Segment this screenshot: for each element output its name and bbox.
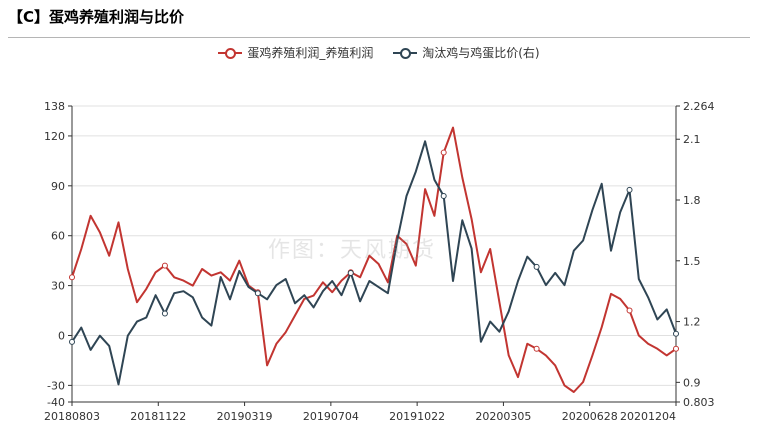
watermark: 作图：天风期货 [268, 238, 437, 263]
chart-legend[interactable]: 蛋鸡养殖利润_养殖利润 淘汰鸡与鸡蛋比价(右) [0, 44, 758, 62]
y-right-tick-label: 1.8 [683, 194, 701, 207]
y-left-tick-label: 60 [51, 230, 65, 243]
data-point-profit [673, 345, 679, 352]
y-right-tick-label: 0.9 [683, 376, 701, 389]
y-left-tick-label: -40 [47, 396, 65, 409]
data-point-ratio [69, 338, 75, 345]
y-left-tick-label: 90 [51, 180, 65, 193]
legend-ratio-line-icon [393, 47, 418, 59]
data-point-ratio [673, 330, 679, 337]
legend-item-ratio[interactable]: 淘汰鸡与鸡蛋比价(右) [393, 44, 540, 61]
y-right-tick-label: 1.2 [683, 316, 701, 329]
y-left-tick-label: 120 [44, 130, 65, 143]
data-point-profit [69, 274, 75, 281]
y-left-tick-label: 0 [58, 329, 65, 342]
y-right-tick-label: 1.5 [683, 255, 701, 268]
data-point-profit [533, 345, 540, 352]
y-left-tick-label: -30 [47, 379, 65, 392]
title-divider [8, 37, 750, 38]
data-point-ratio [533, 263, 540, 270]
data-point-ratio [626, 186, 633, 193]
legend-profit-label: 蛋鸡养殖利润_养殖利润 [247, 46, 374, 60]
x-tick-label: 20200305 [475, 410, 531, 423]
chart-title: 【C】蛋鸡养殖利润与比价 [8, 8, 185, 26]
x-tick-label: 20190704 [303, 410, 359, 423]
x-tick-label: 20201204 [620, 410, 676, 423]
data-point-profit [440, 149, 447, 156]
series-line-ratio [71, 140, 677, 386]
x-tick-label: 20200628 [562, 410, 618, 423]
x-tick-label: 20181122 [130, 410, 186, 423]
y-left-tick-label: 30 [51, 280, 65, 293]
data-point-profit [161, 262, 168, 269]
data-point-profit [626, 307, 633, 314]
y-left-tick-label: 138 [44, 100, 65, 113]
y-right-tick-label: 0.803 [683, 396, 715, 409]
y-right-tick-label: 2.264 [683, 100, 715, 113]
legend-ratio-label: 淘汰鸡与鸡蛋比价(右) [422, 46, 540, 60]
data-point-ratio [161, 310, 168, 317]
data-point-ratio [254, 290, 261, 297]
legend-profit-line-icon [218, 47, 243, 59]
series-line-profit [71, 126, 677, 393]
x-tick-label: 20191022 [389, 410, 445, 423]
y-right-tick-label: 2.1 [683, 133, 701, 146]
data-point-ratio [440, 192, 447, 199]
x-tick-label: 20180803 [44, 410, 100, 423]
x-tick-label: 20190319 [217, 410, 273, 423]
data-point-ratio [347, 269, 354, 276]
legend-item-profit[interactable]: 蛋鸡养殖利润_养殖利润 [218, 44, 373, 61]
